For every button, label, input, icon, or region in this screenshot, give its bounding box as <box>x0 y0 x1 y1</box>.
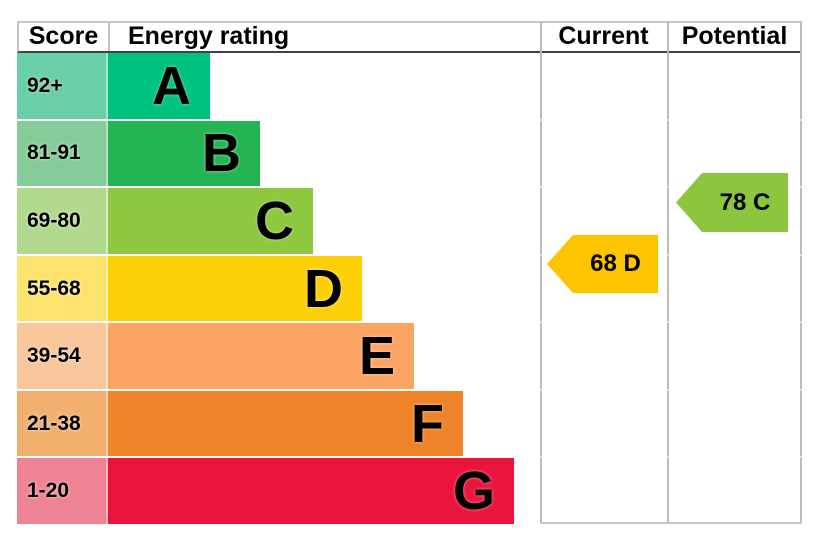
band-score-range: 92+ <box>17 53 108 119</box>
header-score: Score <box>19 23 110 51</box>
header-energy-rating: Energy rating <box>128 23 290 50</box>
band-bar-d: D <box>108 255 362 322</box>
band-score-range: 21-38 <box>17 390 108 457</box>
chart-header-row: Score Energy rating Current Potential <box>17 21 802 53</box>
band-row-f: 21-38 F <box>17 390 802 459</box>
header-potential: Potential <box>681 23 788 50</box>
band-score-range: 69-80 <box>17 188 108 254</box>
band-bar-a: A <box>108 53 210 119</box>
table-bottom-border <box>540 522 802 524</box>
band-row-d: 55-68 D <box>17 255 802 324</box>
band-row-a: 92+ A <box>17 53 802 121</box>
band-bar-e: E <box>108 323 414 389</box>
rating-bands: 92+ A 81-91 B 69-80 C 55-68 D 39-54 E 21… <box>17 53 802 525</box>
band-score-range: 81-91 <box>17 120 108 187</box>
current-rating-arrow: 68 D <box>547 235 658 293</box>
band-score-range: 55-68 <box>17 255 108 322</box>
column-divider-potential-right <box>800 21 802 524</box>
band-bar-f: F <box>108 390 463 457</box>
band-row-e: 39-54 E <box>17 323 802 391</box>
column-divider-current-left <box>540 21 542 524</box>
band-bar-b: B <box>108 120 260 187</box>
band-bar-g: G <box>108 458 514 525</box>
band-bar-c: C <box>108 188 313 254</box>
band-row-g: 1-20 G <box>17 458 802 525</box>
band-row-c: 69-80 C <box>17 188 802 256</box>
band-score-range: 1-20 <box>17 458 108 525</box>
column-divider-current-potential <box>667 21 669 524</box>
band-row-b: 81-91 B <box>17 120 802 189</box>
band-score-range: 39-54 <box>17 323 108 389</box>
potential-rating-arrow: 78 C <box>676 173 788 232</box>
header-current: Current <box>558 23 649 50</box>
